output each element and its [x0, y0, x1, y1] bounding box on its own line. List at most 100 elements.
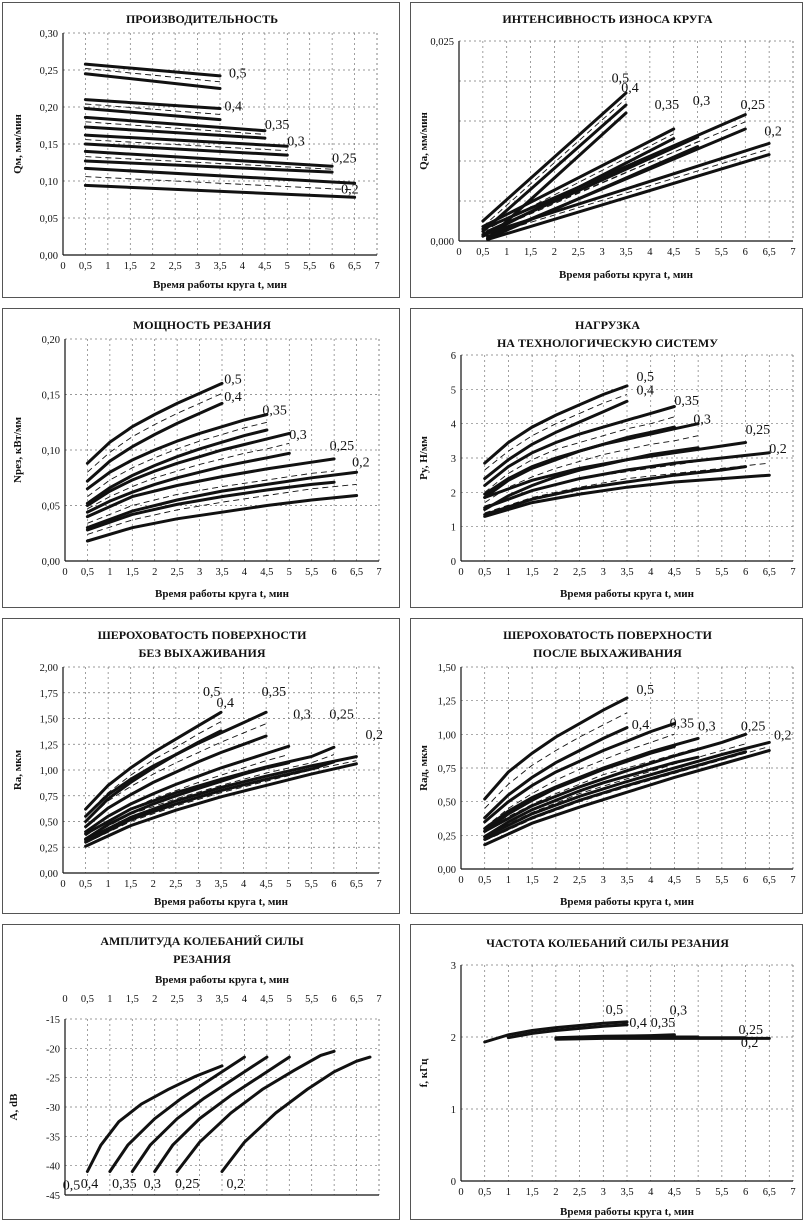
x-tick-label: 4,5: [258, 261, 271, 272]
series-line: [481, 127, 676, 229]
chart-title-line: БЕЗ ВЫХАЖИВАНИЯ: [139, 646, 266, 660]
x-tick-label: 3: [197, 994, 202, 1005]
x-tick-label: 5: [696, 567, 701, 578]
series-line: [85, 470, 359, 530]
x-tick-label: 6: [743, 567, 748, 578]
series-label: 0,25: [741, 719, 766, 734]
series-label: 0,5: [63, 1179, 81, 1194]
y-tick-label: 0,30: [40, 29, 58, 40]
y-axis-label: Qа, мм/мин: [418, 111, 430, 169]
series-line: [83, 72, 222, 90]
y-axis-label: Qм, мм/мин: [12, 113, 24, 173]
series-label: 0,5: [636, 370, 654, 385]
chart-system-load: НАГРУЗКА НА ТЕХНОЛОГИЧЕСКУЮ СИСТЕМУ 0 0,5 1 1…: [418, 318, 796, 600]
x-tick-label: 1: [106, 879, 111, 890]
x-tick-label: 2,5: [171, 994, 184, 1005]
series-label: 0,3: [144, 1177, 162, 1192]
x-tick-label: 6,5: [350, 567, 363, 578]
y-tick-label: 1,25: [438, 697, 456, 708]
chart-roughness-no-sparkout: ШЕРОХОВАТОСТЬ ПОВЕРХНОСТИ БЕЗ ВЫХАЖИВАНИЯ…: [12, 628, 383, 908]
x-tick-label: 2,5: [169, 879, 182, 890]
series-label: 0,3: [698, 719, 716, 734]
y-tick-label: 3: [451, 961, 456, 972]
y-axis-label: Nрез, кВт/мм: [12, 417, 24, 483]
series-line: [84, 755, 358, 842]
x-tick-label: 6: [331, 879, 336, 890]
series-line-dashed: [482, 98, 627, 227]
x-tick-label: 3,5: [619, 247, 632, 258]
y-tick-label: 0,25: [438, 831, 456, 842]
series-line: [84, 760, 336, 844]
x-tick-label: 4,5: [667, 247, 680, 258]
x-tick-label: 2: [553, 1187, 558, 1198]
series-line: [483, 405, 676, 487]
chart-title-line: АМПЛИТУДА КОЛЕБАНИЙ СИЛЫ: [100, 934, 304, 948]
series-line: [483, 726, 629, 820]
series-label: 0,4: [224, 100, 242, 115]
series-line: [175, 1049, 336, 1173]
series-label: 0,2: [741, 1036, 759, 1051]
series-line-dashed: [85, 156, 333, 170]
series-line: [483, 441, 748, 499]
chart-panel-wheel-wear: ИНТЕНСИВНОСТЬ ИЗНОСА КРУГА 0 0,5 1 1,5 2 2,5 3 3…: [410, 2, 803, 298]
x-tick-label: 2,5: [573, 1187, 586, 1198]
series-line-dashed: [85, 139, 288, 152]
x-tick-label: 1: [107, 567, 112, 578]
chart-panel-cutting-power: МОЩНОСТЬ РЕЗАНИЯ 0 0,5 1 1,5 2 2,5 3 3,5 4 4,5 5 5,5…: [2, 308, 400, 608]
series-line: [483, 750, 748, 841]
series-label: 0,35: [265, 118, 290, 133]
chart-panel-productivity: ПРОИЗВОДИТЕЛЬНОСТЬ 0 0,5 1 1,5 2 2,5 3 3,5 4 4,5 5 5…: [2, 2, 400, 298]
x-tick-label: 7: [376, 879, 381, 890]
chart-title-line: НА ТЕХНОЛОГИЧЕСКУЮ СИСТЕМУ: [497, 336, 718, 350]
x-axis-label: Время работы круга t, мин: [154, 896, 289, 908]
x-tick-label: 4: [240, 261, 246, 272]
series-line: [506, 1023, 629, 1040]
x-tick-label: 5,5: [305, 879, 318, 890]
y-tick-label: 0,05: [42, 502, 60, 513]
x-tick-label: 4,5: [260, 879, 273, 890]
series-line: [83, 125, 267, 140]
series-line-dashed: [85, 723, 267, 822]
x-tick-label: 4,5: [260, 994, 273, 1005]
y-tick-label: -35: [46, 1132, 60, 1143]
series-label: 0,4: [224, 390, 242, 405]
x-tick-label: 5,5: [303, 261, 316, 272]
chart-wheel-wear: ИНТЕНСИВНОСТЬ ИЗНОСА КРУГА 0 0,5 1 1,5 2 2,5 3 3…: [418, 12, 796, 281]
x-tick-label: 4,5: [668, 1187, 681, 1198]
x-tick-label: 5: [696, 875, 701, 886]
x-tick-label: 4: [241, 879, 247, 890]
y-tick-label: -40: [46, 1162, 60, 1173]
x-tick-label: 4,5: [668, 875, 681, 886]
x-tick-label: 2,5: [169, 261, 182, 272]
y-tick-label: 0,00: [40, 869, 58, 880]
series-line-dashed: [87, 470, 335, 524]
series-label: 0,25: [738, 1023, 763, 1038]
chart-title-line: ИНТЕНСИВНОСТЬ ИЗНОСА КРУГА: [502, 12, 713, 26]
y-tick-label: 4: [451, 420, 457, 431]
series-label: 0,4: [216, 696, 234, 711]
chart-panel-force-frequency: ЧАСТОТА КОЛЕБАНИЙ СИЛЫ РЕЗАНИЯ 0 0,5 1 1,5 2 2…: [410, 924, 803, 1220]
y-tick-label: 1,00: [40, 766, 58, 777]
x-tick-label: 0: [456, 247, 461, 258]
series-line-dashed: [484, 712, 628, 809]
series-label: 0,35: [262, 685, 287, 700]
chart-title-line: ПОСЛЕ ВЫХАЖИВАНИЯ: [533, 646, 682, 660]
series-label: 0,5: [224, 372, 242, 387]
x-tick-label: 3: [600, 247, 605, 258]
x-tick-label: 2: [152, 994, 157, 1005]
y-tick-label: 6: [451, 351, 456, 362]
series-label: 0,4: [632, 718, 650, 733]
y-tick-label: 2,00: [40, 663, 58, 674]
y-tick-label: 0,00: [438, 865, 456, 876]
x-tick-label: 2,5: [171, 567, 184, 578]
series-line: [83, 98, 222, 110]
x-axis-label: Время работы круга t, мин: [560, 896, 695, 908]
series-label: 0,35: [651, 1016, 676, 1031]
x-tick-label: 5: [285, 261, 290, 272]
x-tick-label: 4: [648, 875, 654, 886]
x-tick-label: 5: [286, 879, 291, 890]
x-tick-label: 0,5: [81, 994, 94, 1005]
x-tick-label: 5,5: [715, 567, 728, 578]
x-tick-label: 0,5: [81, 567, 94, 578]
x-tick-label: 2: [151, 879, 156, 890]
